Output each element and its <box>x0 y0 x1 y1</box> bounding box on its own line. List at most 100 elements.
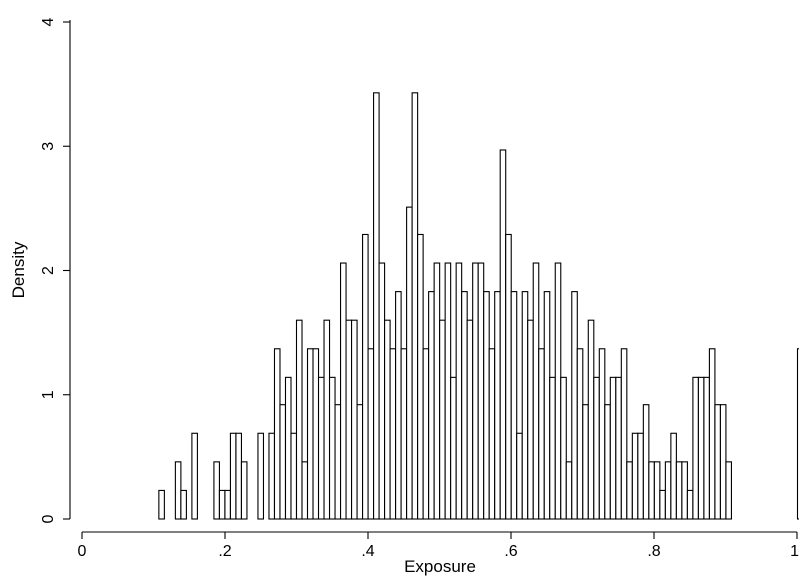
histogram-bar <box>295 319 303 520</box>
histogram-bar <box>582 404 589 520</box>
histogram-bar <box>301 461 309 520</box>
y-tick-label: 1 <box>40 390 57 399</box>
histogram-bar <box>521 291 529 520</box>
histogram-bar <box>697 376 705 520</box>
histogram-bar <box>543 291 551 520</box>
histogram-bar <box>670 432 677 520</box>
histogram-bar <box>312 348 320 520</box>
histogram-bar <box>626 461 633 520</box>
histogram-bar <box>273 348 281 520</box>
histogram-bar <box>494 291 501 520</box>
histogram-bar <box>796 348 799 520</box>
histogram-bar <box>290 432 298 520</box>
histogram-bar <box>158 489 165 520</box>
histogram-bar <box>174 461 182 520</box>
x-tick-label: 1 <box>790 543 799 560</box>
histogram-bar <box>406 206 413 520</box>
histogram-bar <box>532 262 540 520</box>
histogram-bar <box>642 404 650 520</box>
histogram-bar <box>367 348 375 520</box>
histogram-bar <box>549 376 556 520</box>
x-tick-label: .4 <box>361 543 374 560</box>
histogram-bar <box>284 376 292 520</box>
histogram-bar <box>180 489 187 520</box>
histogram-bar <box>477 262 485 520</box>
histogram-bar <box>439 319 446 520</box>
y-axis-title: Density <box>9 241 28 298</box>
histogram-bar <box>483 291 490 520</box>
histogram-bar <box>565 461 573 520</box>
histogram-bar <box>428 291 435 520</box>
histogram-bars <box>158 92 799 520</box>
histogram-bar <box>240 461 248 520</box>
histogram-bar <box>461 291 468 520</box>
histogram-bar <box>615 376 622 520</box>
histogram-bar <box>362 233 369 520</box>
histogram-bar <box>686 489 694 520</box>
histogram-bar <box>648 461 655 520</box>
histogram-bar <box>560 376 567 520</box>
x-tick-label: 0 <box>78 543 87 560</box>
histogram-bar <box>681 461 688 520</box>
histogram-bar <box>516 432 523 520</box>
histogram-bar <box>191 432 198 520</box>
histogram-bar <box>257 432 265 520</box>
histogram-bar <box>422 348 430 520</box>
histogram-bar <box>637 432 644 520</box>
histogram-bar <box>400 348 408 520</box>
histogram-bar <box>466 319 474 520</box>
x-tick-label: .6 <box>504 543 517 560</box>
histogram-bar <box>659 489 666 520</box>
y-tick-label: 3 <box>40 142 57 151</box>
histogram-bar <box>268 432 276 520</box>
histogram-bar <box>235 432 243 520</box>
y-tick-label: 2 <box>40 266 57 275</box>
histogram-bar <box>433 262 441 520</box>
histogram-bar <box>417 233 424 520</box>
histogram-bar <box>411 92 419 520</box>
histogram-bar <box>450 376 457 520</box>
x-tick-label: .2 <box>218 543 231 560</box>
histogram-bar <box>345 319 353 520</box>
histogram-bar <box>384 319 391 520</box>
histogram-bar <box>213 461 220 520</box>
histogram-bar <box>527 319 534 520</box>
histogram-bar <box>714 404 721 520</box>
histogram-bar <box>356 404 364 520</box>
histogram-bar <box>719 404 727 520</box>
histogram-bar <box>571 291 578 520</box>
y-axis-ticks: 0 1 2 3 4 <box>40 17 70 523</box>
x-axis-ticks: 0 .2 .4 .6 .8 1 <box>78 532 799 560</box>
histogram-bar <box>664 461 672 520</box>
histogram-bar <box>444 262 452 520</box>
histogram-bar <box>505 233 512 520</box>
histogram-bar <box>631 432 639 520</box>
histogram-bar <box>675 461 683 520</box>
y-tick-label: 0 <box>40 514 57 523</box>
histogram-bar <box>229 432 237 520</box>
histogram-bar <box>488 348 496 520</box>
histogram-bar <box>328 376 336 520</box>
histogram-bar <box>306 348 314 520</box>
y-tick-label: 4 <box>40 17 57 26</box>
histogram-bar <box>598 348 606 520</box>
histogram-bar <box>389 348 397 520</box>
histogram-bar <box>576 348 584 520</box>
histogram-bar <box>692 376 699 520</box>
histogram-bar <box>378 262 386 520</box>
histogram-bar <box>339 262 347 520</box>
histogram-bar <box>395 291 402 520</box>
histogram-bar <box>351 319 358 520</box>
histogram-bar <box>323 319 331 520</box>
histogram-bar <box>373 92 380 520</box>
histogram-bar <box>653 461 661 520</box>
histogram-bar <box>218 489 226 520</box>
histogram-bar <box>620 348 628 520</box>
histogram-bar <box>224 489 231 520</box>
histogram-bar <box>609 376 617 520</box>
histogram-bar <box>317 376 325 520</box>
histogram-bar <box>510 291 518 520</box>
histogram-bar <box>604 404 611 520</box>
histogram-bar <box>587 319 595 520</box>
histogram-bar <box>334 404 342 520</box>
